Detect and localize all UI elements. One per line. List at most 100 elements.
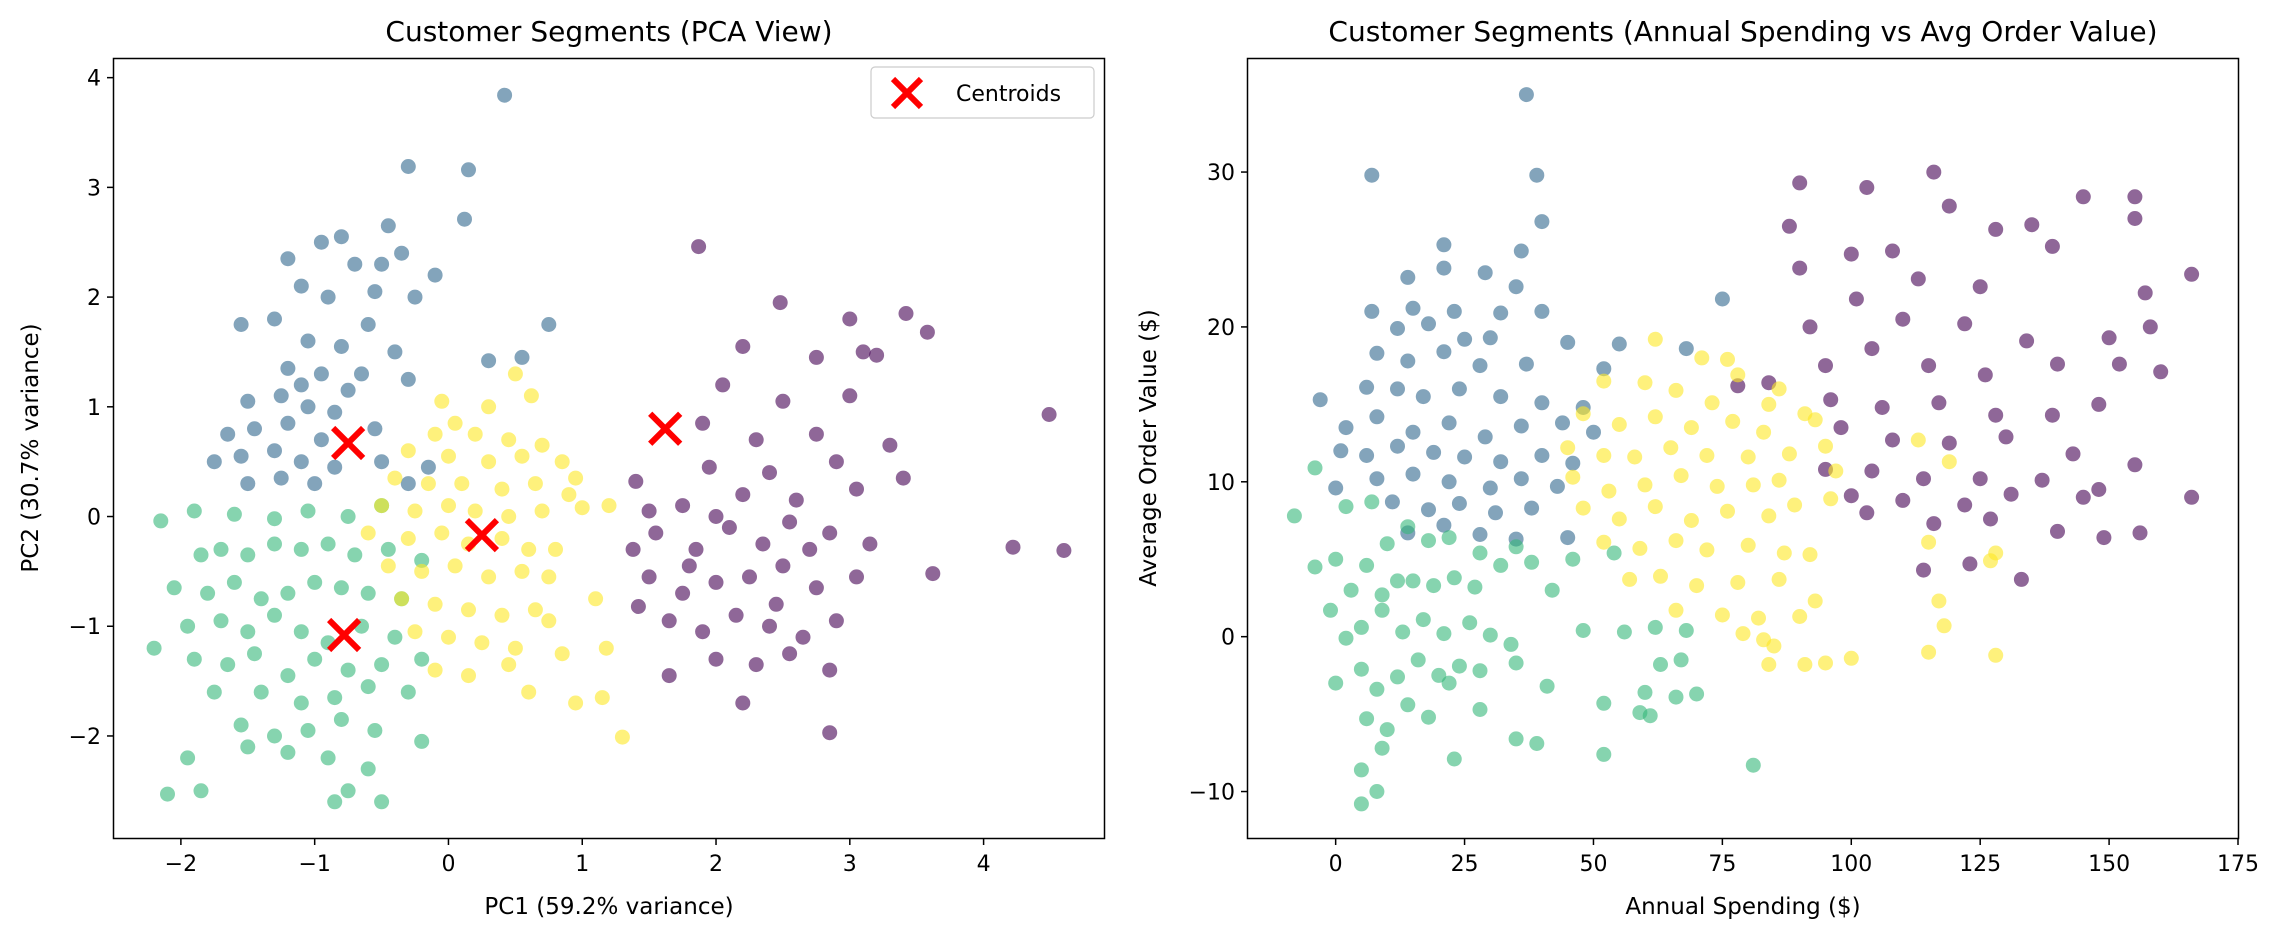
cluster-0-point <box>1998 429 2014 445</box>
cluster-0-point <box>661 613 677 629</box>
cluster-2-point <box>360 679 376 695</box>
cluster-1-point <box>374 256 390 272</box>
cluster-3-point <box>1771 571 1787 587</box>
cluster-0-point <box>1864 341 1880 357</box>
cluster-1-point <box>374 454 390 470</box>
y-tick-label: 0 <box>1221 626 1235 651</box>
cluster-1-point <box>1482 480 1498 496</box>
cluster-0-point <box>1833 420 1849 436</box>
cluster-2-point <box>374 657 390 673</box>
y-tick-label: 10 <box>1207 471 1235 496</box>
x-tick-label: 175 <box>2217 852 2259 877</box>
cluster-2-point <box>1328 551 1344 567</box>
spending-x-axis-label: Annual Spending ($) <box>1625 894 1860 920</box>
cluster-3-point <box>1818 438 1833 454</box>
cluster-1-point <box>360 317 376 332</box>
cluster-3-point <box>588 591 604 607</box>
y-tick-label: −2 <box>69 725 101 750</box>
cluster-2-point <box>1544 582 1560 598</box>
cluster-0-point <box>1916 471 1931 487</box>
cluster-2-point <box>1596 746 1612 762</box>
cluster-2-point <box>206 684 222 700</box>
cluster-3-point <box>1910 432 1926 448</box>
cluster-0-point <box>1802 319 1818 335</box>
cluster-1-point <box>1359 448 1375 463</box>
cluster-0-point <box>842 388 858 404</box>
cluster-0-point <box>2091 482 2107 497</box>
cluster-1-point <box>280 251 296 267</box>
cluster-3-point <box>1921 534 1937 550</box>
cluster-2-point <box>1678 623 1694 638</box>
cluster-0-point <box>1977 367 1993 383</box>
cluster-2-point <box>1353 796 1369 812</box>
cluster-1-point <box>1400 269 1416 285</box>
cluster-0-point <box>822 525 838 541</box>
cluster-2-point <box>293 541 309 557</box>
cluster-2-point <box>1668 689 1684 705</box>
cluster-3-point <box>1683 513 1699 528</box>
cluster-0-point <box>869 347 885 363</box>
cluster-1-point <box>1596 361 1612 377</box>
cluster-2-point <box>1390 573 1405 589</box>
cluster-3-point <box>1725 413 1741 429</box>
cluster-0-point <box>802 541 818 557</box>
cluster-2-point <box>1353 619 1369 635</box>
cluster-0-point <box>1041 407 1057 422</box>
cluster-0-point <box>2132 525 2148 541</box>
cluster-2-point <box>300 723 316 738</box>
x-tick-label: 3 <box>843 852 857 877</box>
pca-legend: Centroids <box>870 66 1095 119</box>
cluster-0-point <box>768 596 784 612</box>
cluster-2-point <box>1467 579 1483 595</box>
cluster-0-point <box>675 498 691 514</box>
cluster-1-point <box>1436 517 1452 533</box>
cluster-3-point <box>1596 534 1612 550</box>
cluster-2-point <box>1395 624 1411 640</box>
cluster-1-point <box>333 229 349 245</box>
cluster-1-point <box>1714 291 1730 307</box>
cluster-2-point <box>253 591 269 607</box>
cluster-2-point <box>1642 708 1658 724</box>
cluster-0-point <box>701 459 717 475</box>
cluster-0-point <box>1926 164 1942 180</box>
cluster-1-point <box>1560 334 1576 350</box>
cluster-1-point <box>427 267 443 283</box>
cluster-2-point <box>1353 661 1369 677</box>
cluster-1-point <box>1513 418 1529 434</box>
cluster-2-point <box>1539 678 1555 694</box>
cluster-3-point <box>494 607 510 623</box>
y-tick-label: 1 <box>87 396 101 421</box>
cluster-0-point <box>1792 175 1808 191</box>
cluster-1-point <box>1441 474 1457 490</box>
cluster-3-point <box>1797 657 1813 672</box>
cluster-2-point <box>293 695 309 711</box>
cluster-3-point <box>1983 553 1998 569</box>
cluster-2-point <box>1379 536 1395 552</box>
cluster-0-point <box>822 662 838 678</box>
cluster-1-point <box>333 339 349 354</box>
legend-label-centroids: Centroids <box>956 82 1061 107</box>
cluster-3-point <box>1647 409 1663 425</box>
cluster-0-point <box>925 566 941 582</box>
cluster-3-point <box>534 437 550 453</box>
cluster-2-point <box>380 541 396 557</box>
cluster-2-point <box>180 750 196 766</box>
cluster-2-point <box>1503 636 1519 652</box>
cluster-0-point <box>1972 279 1988 295</box>
cluster-1-point <box>233 448 249 464</box>
cluster-0-point <box>782 646 798 662</box>
cluster-0-point <box>641 569 657 585</box>
cluster-1-point <box>347 256 363 272</box>
cluster-1-point <box>1549 478 1565 494</box>
x-tick-label: 0 <box>441 852 455 877</box>
cluster-3-point <box>521 684 537 700</box>
cluster-0-point <box>1864 463 1880 479</box>
cluster-3-point <box>527 602 543 618</box>
cluster-1-point <box>1328 480 1344 496</box>
cluster-2-point <box>220 657 236 673</box>
cluster-1-point <box>1534 214 1550 230</box>
cluster-1-point <box>220 426 236 442</box>
cluster-2-point <box>1426 578 1442 594</box>
cluster-3-point <box>568 695 584 711</box>
cluster-0-point <box>2019 333 2035 349</box>
